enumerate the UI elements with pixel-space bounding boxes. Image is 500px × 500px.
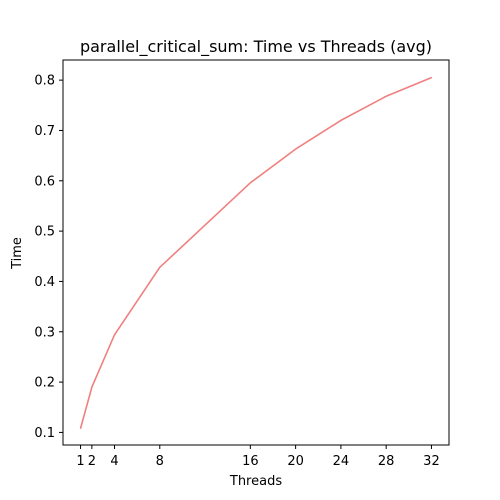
y-tick-label: 0.6	[34, 174, 55, 189]
y-tick-label: 0.3	[34, 325, 55, 340]
data-point	[79, 427, 82, 429]
data-point	[295, 148, 297, 150]
ticks-layer: 1 2 4 8 16 20 24 28 320.10.20.30.40.50.60.70.8	[34, 74, 439, 469]
series-line	[79, 76, 432, 429]
y-tick-label: 0.8	[34, 74, 55, 89]
data-point	[340, 119, 342, 121]
y-axis-label: Time	[10, 237, 25, 270]
data-point	[385, 95, 387, 97]
x-tick-label: 28	[378, 454, 395, 469]
plot-frame	[62, 59, 450, 446]
x-tick-label: 1	[76, 454, 84, 469]
chart-title: parallel_critical_sum: Time vs Threads (…	[80, 37, 432, 57]
plot-layer	[79, 76, 433, 429]
x-tick-label: 2	[88, 454, 96, 469]
x-tick-label: 32	[423, 454, 440, 469]
data-point	[249, 182, 251, 184]
x-tick-label: 20	[287, 454, 304, 469]
x-tick-label: 8	[156, 454, 164, 469]
y-tick-label: 0.5	[34, 225, 55, 240]
x-tick-label: 24	[333, 454, 350, 469]
data-point	[430, 77, 433, 79]
y-tick-label: 0.7	[34, 124, 55, 139]
y-tick-label: 0.1	[34, 426, 55, 441]
y-tick-label: 0.4	[34, 275, 55, 290]
data-point	[91, 386, 93, 388]
x-axis-label: Threads	[229, 474, 282, 489]
x-tick-label: 4	[110, 454, 118, 469]
x-tick-label: 16	[242, 454, 259, 469]
data-point	[113, 334, 116, 336]
data-point	[159, 266, 161, 268]
y-tick-label: 0.2	[34, 376, 55, 391]
